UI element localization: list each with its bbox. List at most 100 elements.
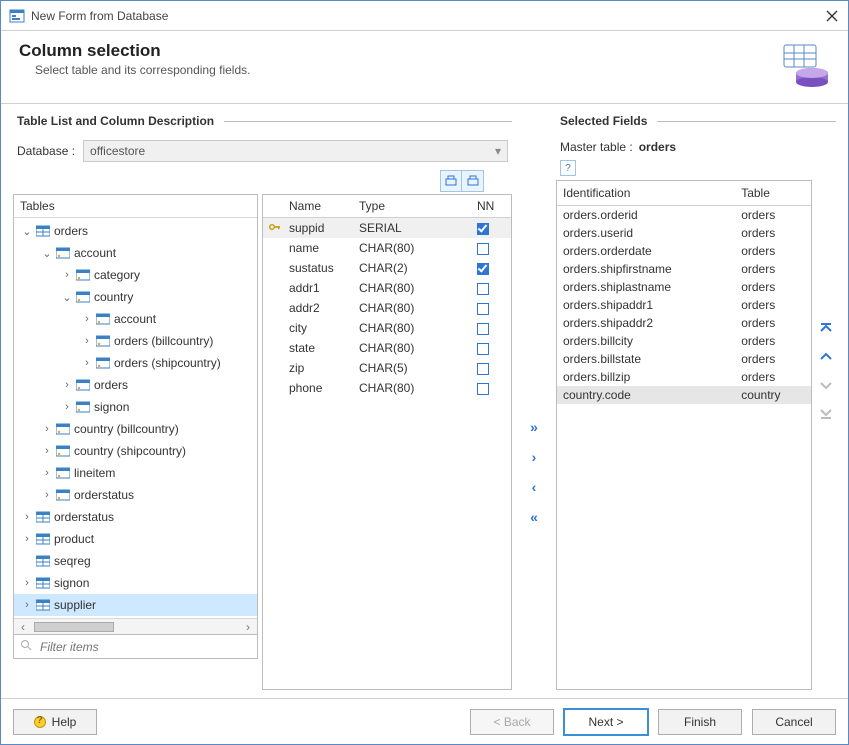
collapse-all-button[interactable]: [462, 170, 484, 192]
nn-checkbox[interactable]: [477, 363, 489, 375]
tree-item[interactable]: ›lineitem: [14, 462, 257, 484]
expand-all-button[interactable]: [440, 170, 462, 192]
selected-header-table[interactable]: Table: [735, 181, 811, 206]
chevron-down-icon[interactable]: ⌄: [60, 291, 74, 304]
column-row[interactable]: stateCHAR(80): [263, 338, 511, 358]
selected-row[interactable]: orders.shipfirstnameorders: [557, 260, 811, 278]
tree-item[interactable]: ›account: [14, 308, 257, 330]
selected-row[interactable]: orders.shipaddr1orders: [557, 296, 811, 314]
linked-table-icon: [96, 313, 110, 325]
next-button[interactable]: Next >: [564, 709, 648, 735]
selected-row[interactable]: orders.billstateorders: [557, 350, 811, 368]
column-row[interactable]: sustatusCHAR(2): [263, 258, 511, 278]
help-button[interactable]: Help: [13, 709, 97, 735]
tree-item[interactable]: ›signon: [14, 396, 257, 418]
chevron-right-icon[interactable]: ›: [60, 401, 74, 413]
remove-all-button[interactable]: «: [525, 508, 543, 526]
tree-item[interactable]: ›orders (billcountry): [14, 330, 257, 352]
tree-item[interactable]: ›orders (shipcountry): [14, 352, 257, 374]
chevron-right-icon[interactable]: ›: [20, 599, 34, 611]
selected-row[interactable]: orders.billziporders: [557, 368, 811, 386]
move-up-button[interactable]: [817, 348, 835, 366]
next-button-label: Next >: [588, 715, 623, 729]
chevron-right-icon[interactable]: ›: [60, 379, 74, 391]
finish-button[interactable]: Finish: [658, 709, 742, 735]
tree-item[interactable]: ›country (billcountry): [14, 418, 257, 440]
chevron-down-icon[interactable]: ⌄: [40, 247, 54, 260]
columns-header-nn[interactable]: NN: [471, 195, 511, 218]
tree-item[interactable]: ›country (shipcountry): [14, 440, 257, 462]
chevron-right-icon[interactable]: ›: [40, 423, 54, 435]
move-down-button[interactable]: [817, 376, 835, 394]
selected-row[interactable]: orders.shipaddr2orders: [557, 314, 811, 332]
nn-checkbox[interactable]: [477, 243, 489, 255]
tree-item[interactable]: ›seqreg: [14, 550, 257, 572]
column-row[interactable]: suppidSERIAL: [263, 218, 511, 239]
chevron-right-icon[interactable]: ›: [80, 357, 94, 369]
table-icon: [36, 511, 50, 523]
column-name: addr2: [283, 298, 353, 318]
database-select[interactable]: officestore ▾: [83, 140, 508, 162]
chevron-right-icon[interactable]: ›: [40, 489, 54, 501]
nn-checkbox[interactable]: [477, 223, 489, 235]
move-top-button[interactable]: [817, 320, 835, 338]
selected-header-id[interactable]: Identification: [557, 181, 735, 206]
tree-item[interactable]: ›signon: [14, 572, 257, 594]
selected-row[interactable]: orders.billcityorders: [557, 332, 811, 350]
scroll-thumb[interactable]: [34, 622, 114, 632]
column-row[interactable]: addr1CHAR(80): [263, 278, 511, 298]
selected-row[interactable]: orders.useridorders: [557, 224, 811, 242]
scroll-right-icon[interactable]: ›: [241, 620, 255, 634]
cancel-button[interactable]: Cancel: [752, 709, 836, 735]
nn-checkbox[interactable]: [477, 283, 489, 295]
tree-item[interactable]: › orders: [14, 374, 257, 396]
selected-row[interactable]: orders.orderdateorders: [557, 242, 811, 260]
chevron-right-icon[interactable]: ›: [20, 533, 34, 545]
tree-item[interactable]: ⌄account: [14, 242, 257, 264]
columns-header-type[interactable]: Type: [353, 195, 471, 218]
scroll-left-icon[interactable]: ‹: [16, 620, 30, 634]
chevron-right-icon[interactable]: ›: [80, 313, 94, 325]
tree-item[interactable]: ›product: [14, 528, 257, 550]
columns-header-name[interactable]: Name: [283, 195, 353, 218]
add-all-button[interactable]: »: [525, 418, 543, 436]
selected-row[interactable]: country.codecountry: [557, 386, 811, 404]
column-row[interactable]: nameCHAR(80): [263, 238, 511, 258]
chevron-right-icon[interactable]: ›: [20, 511, 34, 523]
chevron-right-icon[interactable]: ›: [40, 445, 54, 457]
selected-fields-panel: Selected Fields Master table : orders ? …: [556, 114, 836, 690]
tree-item[interactable]: ⌄country: [14, 286, 257, 308]
selected-row[interactable]: orders.orderidorders: [557, 206, 811, 225]
nn-checkbox[interactable]: [477, 343, 489, 355]
tree-horizontal-scrollbar[interactable]: ‹ ›: [14, 618, 257, 634]
close-icon[interactable]: [824, 8, 840, 24]
chevron-right-icon[interactable]: ›: [60, 269, 74, 281]
tree-item[interactable]: ›orderstatus: [14, 484, 257, 506]
help-tiny-button[interactable]: ?: [560, 160, 576, 176]
tree-item[interactable]: ⌄orders: [14, 220, 257, 242]
tree-item[interactable]: ›supplier: [14, 594, 257, 616]
back-button[interactable]: < Back: [470, 709, 554, 735]
selected-row[interactable]: orders.shiplastnameorders: [557, 278, 811, 296]
nn-checkbox[interactable]: [477, 323, 489, 335]
nn-checkbox[interactable]: [477, 383, 489, 395]
remove-one-button[interactable]: ‹: [525, 478, 543, 496]
tree-item[interactable]: ›category: [14, 264, 257, 286]
column-row[interactable]: zipCHAR(5): [263, 358, 511, 378]
move-bottom-button[interactable]: [817, 404, 835, 422]
nn-checkbox[interactable]: [477, 263, 489, 275]
column-type: CHAR(80): [353, 298, 471, 318]
add-one-button[interactable]: ›: [525, 448, 543, 466]
chevron-right-icon[interactable]: ›: [40, 467, 54, 479]
column-row[interactable]: addr2CHAR(80): [263, 298, 511, 318]
chevron-right-icon[interactable]: ›: [20, 577, 34, 589]
filter-input[interactable]: [38, 639, 251, 655]
nn-checkbox[interactable]: [477, 303, 489, 315]
linked-table-icon: [96, 335, 110, 347]
chevron-down-icon[interactable]: ⌄: [20, 225, 34, 238]
tree-item-label: orders: [94, 378, 128, 392]
chevron-right-icon[interactable]: ›: [80, 335, 94, 347]
column-row[interactable]: cityCHAR(80): [263, 318, 511, 338]
column-row[interactable]: phoneCHAR(80): [263, 378, 511, 398]
tree-item[interactable]: ›orderstatus: [14, 506, 257, 528]
